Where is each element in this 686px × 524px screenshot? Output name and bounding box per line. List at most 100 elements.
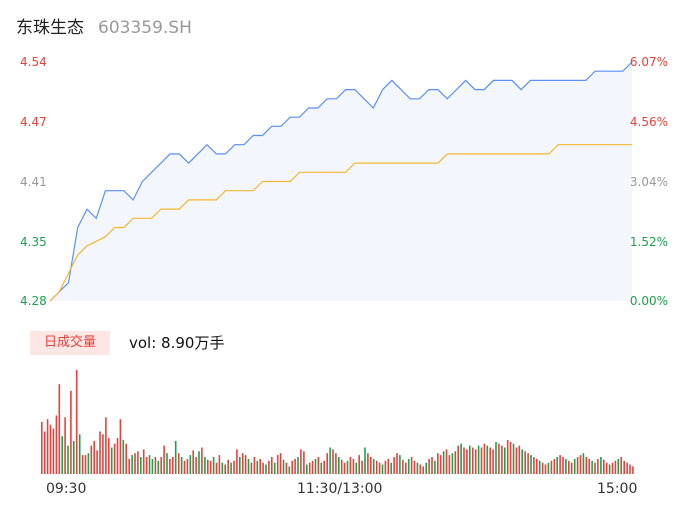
volume-bar [594, 462, 596, 474]
volume-bar [469, 445, 471, 474]
volume-bar [445, 449, 448, 474]
volume-bar [224, 464, 226, 474]
volume-bar [207, 459, 209, 474]
volume-bar [73, 440, 75, 474]
volume-bar [495, 441, 497, 474]
volume-bar [600, 457, 602, 474]
volume-bar [407, 458, 410, 474]
volume-bar [530, 455, 532, 474]
volume-bar [518, 445, 521, 474]
volume-bar [259, 458, 261, 474]
volume-bar [160, 457, 162, 474]
volume-bar [632, 466, 634, 474]
volume-bar [131, 455, 133, 474]
volume-bar [352, 458, 355, 474]
volume-bar [387, 458, 390, 474]
volume-bar [110, 447, 113, 474]
volume-bar [154, 457, 157, 474]
volume-bar [629, 464, 631, 474]
volume-bar [425, 462, 427, 474]
volume-bar [536, 458, 538, 474]
volume-bar [215, 462, 218, 474]
volume-bar [297, 457, 299, 474]
volume-bar [434, 460, 436, 474]
volume-bar [84, 455, 87, 474]
volume-bar [533, 457, 535, 474]
volume-bar [233, 460, 235, 474]
volume-bar [346, 460, 349, 474]
volume-bar [306, 464, 308, 474]
volume-bar [93, 440, 95, 474]
y-tick-left: 4.41 [20, 175, 47, 189]
volume-bar [576, 457, 579, 474]
volume-bar [204, 457, 206, 474]
volume-bar [140, 457, 142, 474]
volume-bar [323, 460, 325, 474]
volume-bar [122, 440, 125, 474]
volume-bar [285, 462, 288, 474]
volume-bar [134, 453, 136, 474]
y-tick-left: 4.35 [20, 235, 47, 249]
volume-bar [256, 460, 259, 474]
y-tick-right: 1.52% [630, 235, 668, 249]
volume-bar [591, 460, 593, 474]
volume-bar [579, 455, 582, 474]
volume-bar [416, 462, 419, 474]
volume-bar [501, 445, 503, 474]
volume-bar [603, 459, 605, 474]
volume-bar [460, 443, 462, 474]
volume-label: vol: 8.90万手 [129, 334, 225, 352]
volume-bar [471, 447, 474, 474]
volume-bar [282, 459, 285, 474]
volume-bar [145, 457, 148, 474]
volume-bar [64, 417, 66, 474]
volume-bar [358, 455, 360, 474]
volume-bar [620, 457, 622, 474]
volume-bar [431, 457, 433, 474]
volume-bar [43, 431, 46, 474]
volume-bar [332, 449, 334, 474]
volume-bar [568, 460, 570, 474]
volume-bar [623, 460, 625, 474]
volume-bar [192, 450, 194, 474]
volume-bar [279, 453, 282, 474]
volume-bar [355, 462, 358, 474]
volume-bar [180, 457, 183, 474]
volume-bar [393, 457, 395, 474]
volume-bar [466, 449, 468, 474]
volume-bar [588, 458, 590, 474]
volume-bar [172, 457, 174, 474]
volume-bar [163, 445, 165, 474]
volume-bar [489, 447, 491, 474]
volume-bar [428, 458, 430, 474]
volume-bar [559, 455, 561, 474]
volume-bar [78, 434, 81, 474]
y-tick-right: 6.07% [630, 55, 668, 69]
volume-bar [492, 449, 494, 474]
volume-bar [524, 451, 526, 474]
volume-bar [512, 443, 515, 474]
volume-bar [128, 458, 130, 474]
volume-bar [209, 460, 212, 474]
volume-bar [253, 457, 256, 474]
volume-bar [448, 455, 451, 474]
volume-bar [291, 460, 293, 474]
volume-bar [189, 455, 192, 474]
volume-bar [271, 457, 273, 474]
volume-bar [439, 455, 442, 474]
y-tick-right: 3.04% [630, 175, 668, 189]
volume-bar [41, 422, 43, 474]
y-tick-right: 0.00% [630, 294, 668, 308]
volume-bar [166, 453, 168, 474]
volume-bar [457, 445, 459, 474]
volume-bar [186, 458, 189, 474]
volume-bar [597, 458, 599, 474]
volume-bar [303, 451, 305, 474]
volume-bar [177, 453, 180, 474]
volume-bar [314, 458, 317, 474]
volume-bar [381, 464, 384, 474]
volume-bar [614, 460, 617, 474]
volume-bar [474, 449, 477, 474]
volume-bar [55, 415, 58, 474]
volume-bar [396, 453, 398, 474]
